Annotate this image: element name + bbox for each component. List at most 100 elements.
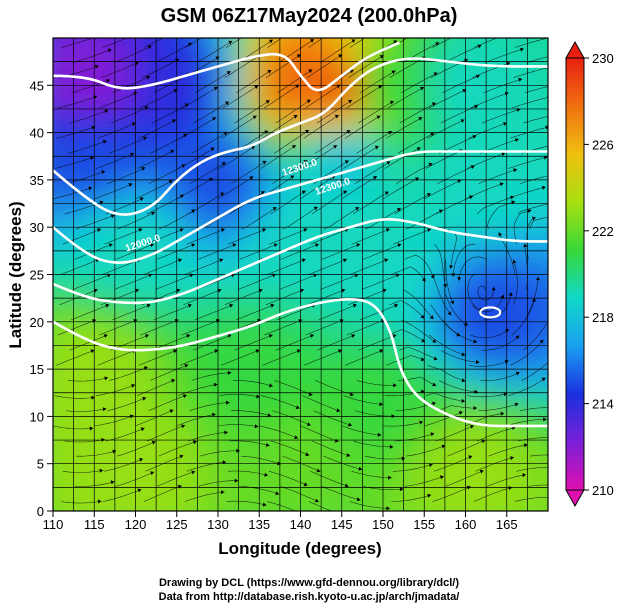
streamline xyxy=(222,85,259,109)
field-cell xyxy=(279,250,302,276)
field-cell xyxy=(403,392,426,418)
field-cell xyxy=(73,38,96,63)
streamline xyxy=(311,440,351,457)
field-cell xyxy=(424,463,446,489)
field-cell xyxy=(135,250,158,276)
streamline-arrow xyxy=(551,35,555,39)
field-cell xyxy=(424,38,446,63)
field-cell xyxy=(424,179,446,205)
field-cell xyxy=(527,511,549,536)
streamline xyxy=(468,360,509,367)
field-cell xyxy=(259,38,281,63)
field-cell xyxy=(73,203,96,229)
field-cell xyxy=(527,250,548,276)
field-cell xyxy=(156,85,178,110)
field-cell xyxy=(465,274,488,300)
field-cell xyxy=(259,85,281,110)
streamline-arrow xyxy=(296,54,301,58)
streamline-arrow xyxy=(469,195,474,200)
field-cell xyxy=(73,487,96,511)
streamline xyxy=(267,258,306,275)
y-ticks: 0 5 10 15 20 25 30 35 40 45 xyxy=(30,78,53,519)
field-cell xyxy=(176,321,199,347)
streamline-arrow xyxy=(221,162,226,166)
streamline xyxy=(74,243,113,260)
x-tick-label: 115 xyxy=(84,517,105,532)
streamline xyxy=(358,334,397,351)
field-cell xyxy=(279,85,302,110)
streamline xyxy=(184,38,203,48)
streamline xyxy=(308,258,348,275)
streamline xyxy=(217,176,254,200)
streamline xyxy=(399,102,437,124)
streamline xyxy=(135,409,174,427)
field-cell xyxy=(135,179,158,205)
streamline-arrow xyxy=(178,258,182,263)
streamline-arrow xyxy=(213,382,218,387)
streamline xyxy=(107,397,147,411)
field-cell xyxy=(444,416,467,442)
field-cell xyxy=(53,203,75,229)
streamline-arrow xyxy=(146,303,151,308)
streamline-arrow xyxy=(458,411,463,415)
streamline xyxy=(506,186,546,200)
low-center-contour xyxy=(479,306,502,319)
streamline-arrow xyxy=(173,349,177,354)
streamline xyxy=(435,425,475,442)
field-cell xyxy=(300,369,323,394)
field-cell xyxy=(94,0,116,15)
streamline-arrow xyxy=(105,303,110,308)
streamline-arrow xyxy=(460,119,465,123)
streamline xyxy=(513,67,548,78)
streamline xyxy=(519,407,548,411)
streamline xyxy=(75,214,115,230)
field-cell xyxy=(444,156,467,181)
field-cell xyxy=(176,369,199,394)
field-cell xyxy=(424,274,446,300)
field-cell xyxy=(300,132,323,158)
streamline-arrow xyxy=(561,82,565,86)
field-cell xyxy=(424,156,446,181)
field-cell xyxy=(507,0,529,15)
field-cell xyxy=(362,321,384,347)
streamline-arrow xyxy=(433,72,438,76)
streamline-arrow xyxy=(415,177,419,182)
field-cell xyxy=(465,179,488,205)
field-cell xyxy=(73,61,96,87)
streamline xyxy=(435,195,474,215)
field-cell xyxy=(197,132,219,158)
streamline-arrow xyxy=(428,162,433,167)
grid-layer xyxy=(53,38,548,511)
streamline xyxy=(269,471,308,486)
field-cell xyxy=(486,38,508,63)
field-cell xyxy=(114,274,137,300)
streamline xyxy=(176,413,216,427)
field-cell xyxy=(73,227,96,252)
field-cell xyxy=(465,298,488,323)
field-cell xyxy=(486,274,508,300)
field-cell xyxy=(444,321,467,347)
field-cell xyxy=(156,203,178,229)
field-cell xyxy=(506,321,529,347)
field-cell xyxy=(114,38,137,63)
streamline xyxy=(113,274,153,290)
field-cell xyxy=(156,416,178,442)
field-cell xyxy=(259,61,281,87)
streamline xyxy=(478,403,519,411)
field-cell xyxy=(279,321,302,347)
field-cell xyxy=(94,227,116,252)
field-cell xyxy=(383,369,405,394)
field-cell xyxy=(527,38,548,40)
field-cell xyxy=(53,274,75,300)
streamline-arrow xyxy=(137,488,142,493)
field-cell xyxy=(383,132,405,158)
streamline-arrow xyxy=(501,152,506,157)
streamline xyxy=(348,289,387,306)
field-cell xyxy=(527,179,548,205)
streamline xyxy=(264,319,303,336)
y-tick-label: 35 xyxy=(30,173,44,188)
field-cell xyxy=(259,416,281,442)
streamline-arrow xyxy=(193,440,197,445)
